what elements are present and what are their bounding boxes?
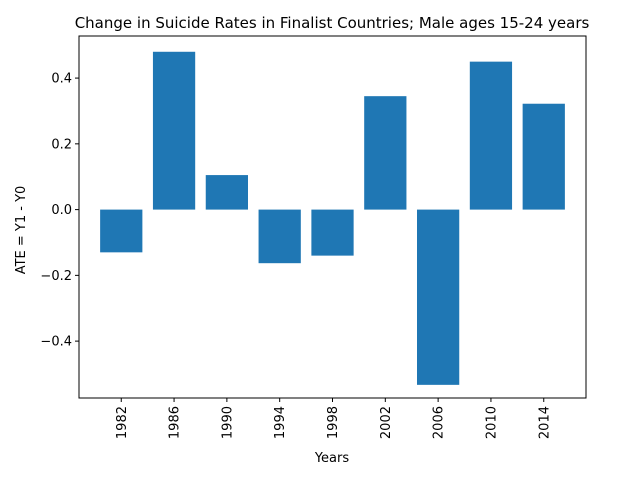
bar-2014 — [522, 103, 565, 210]
bars-group — [100, 51, 565, 385]
x-tick-label: 1998 — [326, 406, 341, 439]
x-tick-label: 1994 — [273, 406, 288, 439]
bar-1986 — [152, 51, 196, 210]
x-tick-label: 2002 — [379, 406, 394, 439]
bar-1994 — [258, 209, 301, 264]
x-tick-label: 2010 — [484, 406, 499, 439]
y-tick-label: 0.2 — [51, 137, 72, 152]
bar-1982 — [100, 209, 143, 253]
x-tick-label: 1990 — [220, 406, 235, 439]
y-axis-label: ATE = Y1 - Y0 — [14, 186, 29, 275]
y-tick-label: 0.0 — [51, 203, 72, 218]
x-axis-label: Years — [314, 451, 350, 466]
x-tick-label: 1986 — [168, 406, 183, 439]
x-tick-label: 1982 — [115, 406, 130, 439]
x-tick-label: 2014 — [537, 406, 552, 439]
y-tick-label: −0.2 — [40, 269, 72, 284]
y-tick-label: −0.4 — [40, 335, 72, 350]
bar-1998 — [311, 209, 354, 256]
x-tick-label: 2006 — [432, 406, 447, 439]
bar-2006 — [417, 209, 460, 385]
y-tick-label: 0.4 — [51, 72, 72, 87]
ticks-group: 1982 1986 1990 1994 1998 2002 2006 2010 2014 −0.4… — [40, 72, 552, 440]
bar-2002 — [364, 96, 407, 210]
bar-2010 — [469, 61, 513, 210]
plot-frame — [78, 35, 587, 399]
bar-1990 — [205, 175, 248, 210]
chart-title: Change in Suicide Rates in Finalist Coun… — [75, 14, 590, 32]
